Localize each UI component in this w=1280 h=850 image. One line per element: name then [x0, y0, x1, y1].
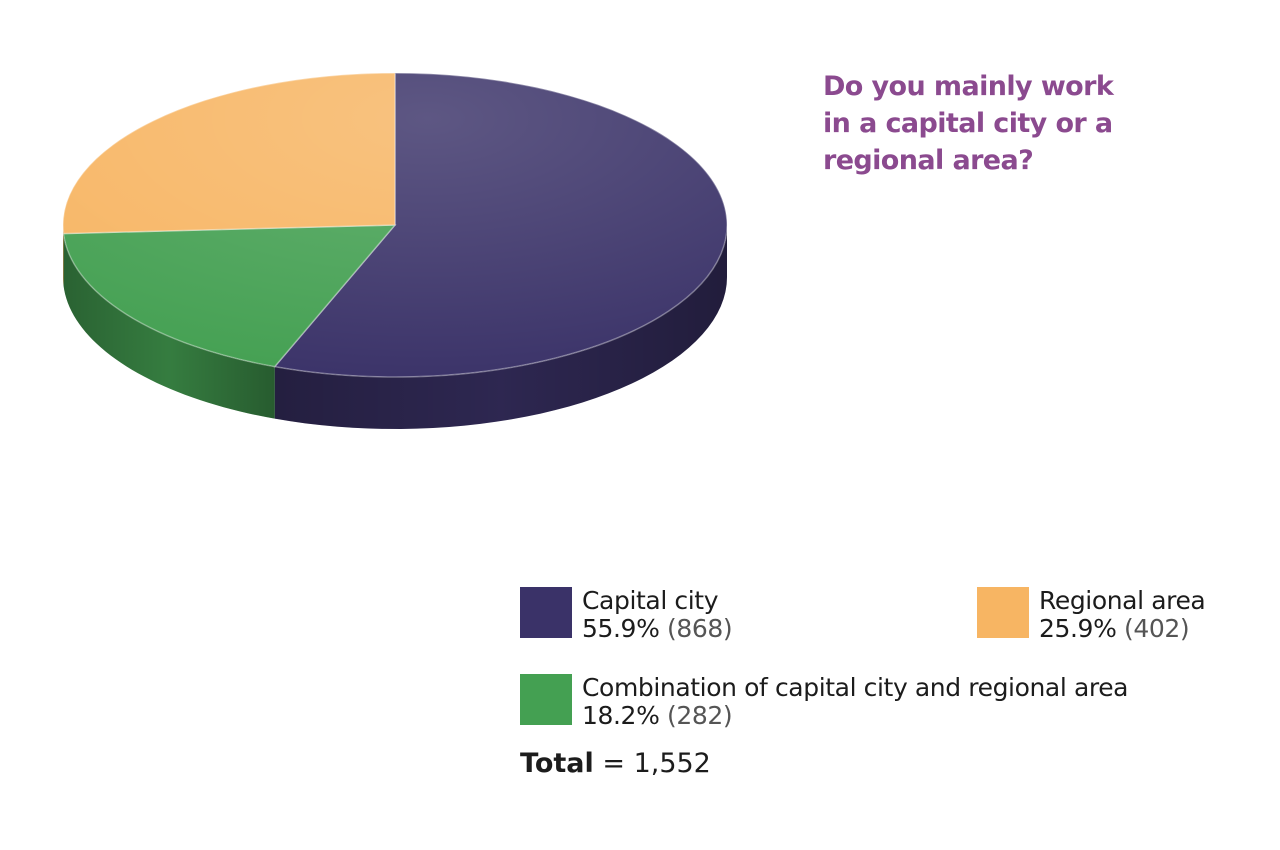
- legend-swatch-regional-area: [977, 587, 1029, 638]
- legend-text-combination: Combination of capital city and regional…: [582, 673, 1129, 730]
- legend-count-combination: (282): [666, 701, 733, 730]
- pie-top: [62, 72, 728, 378]
- total-line: Total = 1,552: [520, 748, 711, 779]
- legend-item-regional-area: Regional area 25.9% (402): [977, 586, 1206, 643]
- pie-side-shade-regional-area: [63, 225, 64, 286]
- pie-side-shade-capital-city: [274, 225, 727, 429]
- legend-count-regional-area: (402): [1123, 614, 1190, 643]
- legend-text-regional-area: Regional area 25.9% (402): [1039, 586, 1206, 643]
- legend-item-capital-city: Capital city 55.9% (868): [520, 586, 733, 643]
- legend-label-regional-area: Regional area: [1039, 586, 1206, 615]
- pie-top-shine: [63, 73, 727, 377]
- pie-side-shade-combination-of-capital-city-and-regional-area: [63, 233, 275, 419]
- legend-count-capital-city: (868): [666, 614, 733, 643]
- chart-title: Do you mainly work in a capital city or …: [823, 71, 1114, 176]
- pie-chart: [62, 72, 728, 429]
- total-label: Total: [520, 748, 594, 779]
- legend-swatch-capital-city: [520, 587, 572, 638]
- pie-sides: [63, 225, 727, 429]
- legend-swatch-combination: [520, 674, 572, 725]
- legend-item-combination: Combination of capital city and regional…: [520, 673, 1129, 730]
- total-value: = 1,552: [602, 748, 711, 779]
- legend-percent-combination: 18.2%: [582, 701, 660, 730]
- legend-percent-capital-city: 55.9%: [582, 614, 660, 643]
- legend-percent-regional-area: 25.9%: [1039, 614, 1117, 643]
- legend-value-regional-area: 25.9% (402): [1039, 615, 1205, 643]
- legend-value-capital-city: 55.9% (868): [582, 614, 733, 643]
- legend-text-capital-city: Capital city 55.9% (868): [582, 586, 733, 643]
- legend-value-combination: 18.2% (282): [582, 702, 1128, 730]
- legend-label-capital-city: Capital city: [582, 586, 719, 615]
- legend-label-combination: Combination of capital city and regional…: [582, 673, 1129, 702]
